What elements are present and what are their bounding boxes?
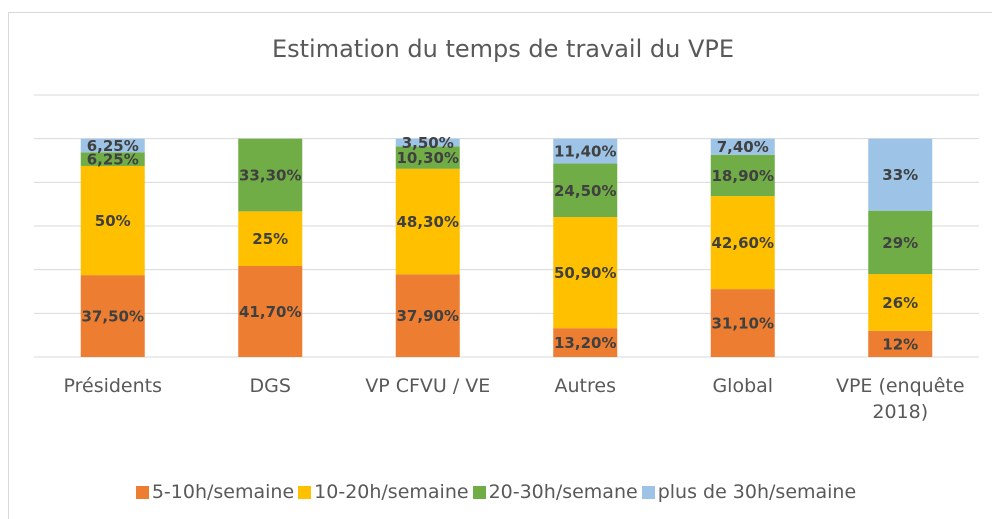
- legend-swatch: [298, 486, 312, 499]
- x-tick-label: DGS: [249, 375, 291, 397]
- bar-segment: [553, 163, 618, 218]
- data-label: 29%: [882, 234, 918, 252]
- data-label: 50,90%: [554, 264, 616, 282]
- bar-segment: [80, 165, 145, 276]
- x-tick-label: Autres: [554, 375, 616, 397]
- data-label: 33%: [882, 166, 918, 184]
- legend-swatch: [641, 486, 655, 499]
- data-label: 31,10%: [712, 315, 774, 333]
- data-label: 12%: [882, 335, 918, 353]
- legend-label: 5-10h/semaine: [151, 481, 295, 503]
- bar-segment: [868, 274, 933, 331]
- legend-swatch: [472, 486, 486, 499]
- bar-segment: [395, 138, 460, 147]
- legend-item: 5-10h/semaine: [135, 481, 295, 503]
- bar-segment: [238, 138, 303, 212]
- data-label: 13,20%: [554, 334, 616, 352]
- chart-frame: [8, 12, 992, 519]
- bar-segment: [80, 275, 145, 357]
- bar-segment: [395, 146, 460, 169]
- data-label: 37,50%: [82, 308, 144, 326]
- bar-segment: [238, 265, 303, 357]
- data-label: 42,60%: [712, 234, 774, 252]
- x-tick-label: VPE (enquête 2018): [835, 375, 965, 423]
- data-label: 37,90%: [397, 307, 459, 325]
- bar-segment: [395, 274, 460, 357]
- data-label: 24,50%: [554, 182, 616, 200]
- data-label: 26%: [882, 294, 918, 312]
- chart-title: Estimation du temps de travail du VPE: [272, 35, 734, 63]
- data-label: 33,30%: [239, 167, 301, 185]
- bar-segment: [553, 328, 618, 357]
- bar-segment: [868, 330, 933, 357]
- data-label: 3,50%: [402, 134, 454, 152]
- bar-segment: [80, 138, 145, 153]
- data-label: 6,25%: [87, 137, 139, 155]
- legend-swatch: [135, 486, 149, 499]
- bar-segment: [710, 196, 775, 290]
- legend: 5-10h/semaine 10-20h/semaine 20-30h/semane…: [0, 481, 992, 503]
- data-label: 11,40%: [554, 143, 616, 161]
- bar-segment: [710, 138, 775, 155]
- legend-label: plus de 30h/semaine: [657, 481, 857, 503]
- data-label: 48,30%: [397, 213, 459, 231]
- bar-segment: [868, 210, 933, 275]
- x-tick-label: Présidents: [63, 375, 163, 397]
- bar-segment: [395, 168, 460, 275]
- bar-segment: [710, 154, 775, 197]
- legend-label: 20-30h/semane: [488, 481, 638, 503]
- data-label: 6,25%: [87, 151, 139, 169]
- bar-segment: [553, 217, 618, 329]
- x-tick-label: VP CFVU / VE: [365, 375, 491, 397]
- bar-segment: [710, 289, 775, 357]
- x-tick-label: Global: [712, 375, 774, 397]
- bar-segment: [868, 138, 933, 211]
- data-label: 10,30%: [397, 149, 459, 167]
- bar-segment: [553, 138, 618, 164]
- data-label: 50%: [95, 212, 131, 230]
- legend-item: 10-20h/semaine: [298, 481, 469, 503]
- data-label: 18,90%: [712, 167, 774, 185]
- legend-item: 20-30h/semane: [472, 481, 638, 503]
- data-label: 25%: [252, 230, 288, 248]
- legend-item: plus de 30h/semaine: [641, 481, 857, 503]
- data-label: 41,70%: [239, 303, 301, 321]
- bar-segment: [238, 211, 303, 266]
- legend-label: 10-20h/semaine: [314, 481, 469, 503]
- data-label: 7,40%: [717, 138, 769, 156]
- bar-segment: [80, 152, 145, 166]
